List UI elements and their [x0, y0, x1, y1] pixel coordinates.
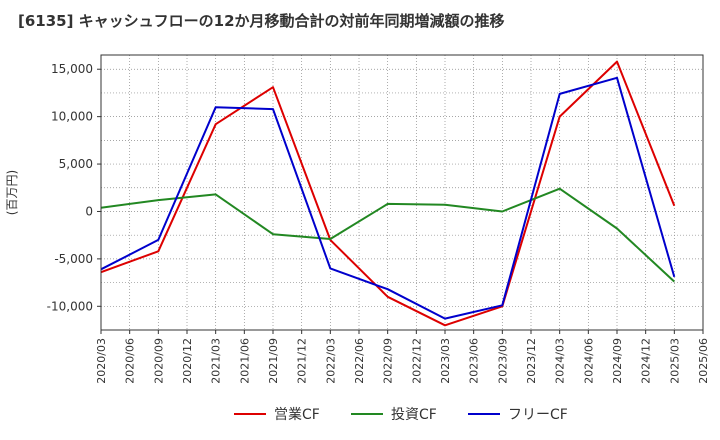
- y-tick-label: -5,000: [54, 252, 93, 266]
- legend-layer: 営業CF 投資CF フリーCF: [234, 407, 568, 423]
- x-tick-label: 2024/09: [611, 338, 624, 384]
- x-tick-label: 2022/09: [382, 338, 395, 384]
- x-tick-label: 2024/06: [582, 338, 595, 384]
- x-tick-label: 2023/09: [496, 338, 509, 384]
- legend-label: 投資CF: [391, 407, 437, 423]
- series-line: [100, 60, 676, 327]
- x-tick-label: 2023/12: [525, 338, 538, 384]
- y-tick-label: 10,000: [51, 110, 93, 124]
- x-tick-label: 2023/03: [439, 338, 452, 384]
- plot-frame: [100, 54, 704, 331]
- x-tick-label: 2024/03: [554, 338, 567, 384]
- grid-layer: [100, 55, 704, 331]
- series-line: [100, 76, 676, 320]
- y-tick-label: 0: [85, 204, 93, 218]
- x-tick-label: 2020/03: [95, 338, 108, 384]
- x-tick-label: 2022/12: [410, 338, 423, 384]
- y-tick-label: -10,000: [47, 299, 93, 313]
- x-tick-label: 2024/12: [640, 338, 653, 384]
- y-axis-label: (百万円): [5, 170, 19, 215]
- x-tick-label: 2021/06: [238, 338, 251, 384]
- x-tick-label: 2021/03: [210, 338, 223, 384]
- x-tick-label: 2020/06: [124, 338, 137, 384]
- x-tick-label: 2025/06: [697, 338, 710, 384]
- legend-label: 営業CF: [274, 407, 320, 423]
- x-tick-label: 2021/12: [296, 338, 309, 384]
- chart-title: [6135] キャッシュフローの12か月移動合計の対前年同期増減額の推移: [18, 12, 505, 30]
- x-tick-label: 2020/09: [152, 338, 165, 384]
- series-line: [100, 187, 675, 283]
- axis-layer: -10,000 -5,000 0 5,000 10,000 15,000 (百万円) 2020…: [5, 54, 710, 384]
- y-tick-label: 5,000: [59, 157, 93, 171]
- y-tick-label: 15,000: [51, 62, 93, 76]
- x-tick-label: 2020/12: [181, 338, 194, 384]
- x-tick-label: 2025/03: [668, 338, 681, 384]
- series-layer: [100, 60, 676, 327]
- x-tick-label: 2022/06: [353, 338, 366, 384]
- legend-label: フリーCF: [508, 407, 568, 423]
- x-tick-label: 2021/09: [267, 338, 280, 384]
- x-tick-label: 2023/06: [468, 338, 481, 384]
- x-tick-label: 2022/03: [324, 338, 337, 384]
- plot-area: [101, 55, 703, 330]
